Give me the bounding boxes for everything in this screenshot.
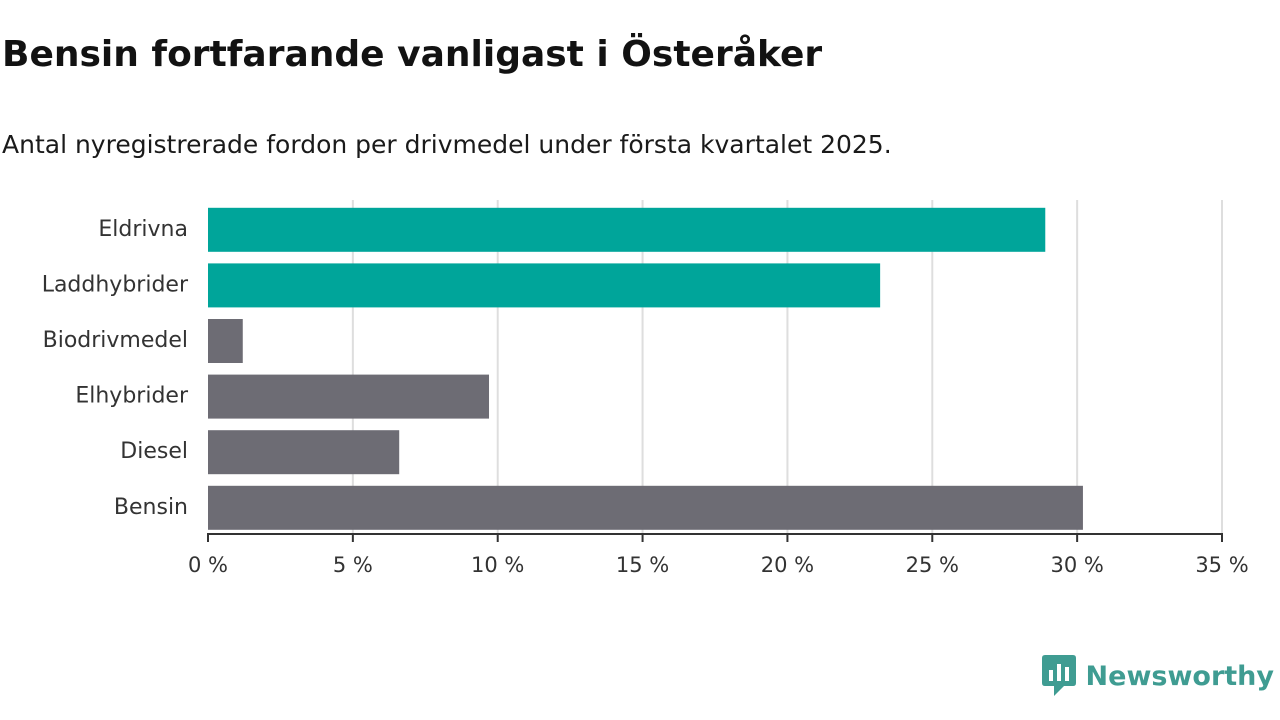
gridlines [351,200,1223,534]
bars [208,207,1083,530]
bar-laddhybrider [208,263,881,308]
x-tick-label: 5 % [333,553,373,577]
category-label: Elhybrider [75,384,189,409]
bar-diesel [208,430,400,475]
x-axis: 0 % 5 % 10 % 15 % 20 % 25 % 30 % 35 % [188,533,1249,577]
newsworthy-logo-icon [1041,655,1076,696]
bar-biodrivmedel [208,319,243,363]
bar-elhybrider [208,374,490,419]
chart-title: Bensin fortfarande vanligast i Österåker [2,34,823,75]
category-label: Diesel [120,439,188,464]
category-label: Bensin [114,495,188,520]
x-tick-label: 10 % [471,553,524,577]
category-labels: Eldrivna Laddhybrider Biodrivmedel Elhybrid… [42,217,189,520]
category-label: Laddhybrider [42,272,189,297]
category-label: Eldrivna [98,217,188,242]
x-tick-label: 15 % [616,553,669,577]
category-label: Biodrivmedel [43,328,188,353]
newsworthy-brand: Newsworthy [1041,655,1274,697]
bar-chart: Eldrivna Laddhybrider Biodrivmedel Elhybrid… [42,200,1249,577]
x-tick-label: 25 % [906,553,959,577]
x-tick-label: 20 % [761,553,814,577]
bar-eldrivna [208,207,1046,252]
chart-subtitle: Antal nyregistrerade fordon per drivmede… [2,130,892,159]
brand-name: Newsworthy [1085,660,1274,692]
x-tick-label: 35 % [1195,553,1248,577]
x-tick-label: 30 % [1050,553,1103,577]
x-tick-label: 0 % [188,553,228,577]
bar-bensin [208,485,1083,530]
